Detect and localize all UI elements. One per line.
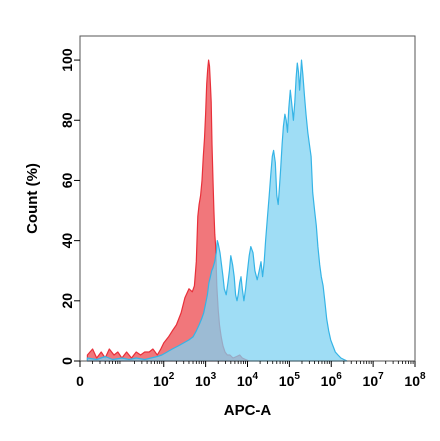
x-axis-label: APC-A [224, 402, 272, 419]
y-tick-label: 20 [59, 293, 75, 309]
x-tick-label: 107 [363, 371, 385, 389]
x-tick-label: 104 [237, 371, 259, 389]
y-tick-label: 80 [59, 112, 75, 128]
plot-area [79, 35, 416, 362]
y-axis-label: Count (%) [24, 163, 41, 234]
x-tick-label: 106 [321, 371, 343, 389]
x-tick-label: 108 [404, 371, 426, 389]
x-axis: 0 102 103 104 105 106 107 108 [76, 361, 426, 389]
y-tick-label: 100 [59, 48, 75, 72]
x-tick-label: 0 [76, 373, 84, 389]
histogram-series-2 [86, 59, 348, 362]
y-axis: 0 20 40 60 80 100 [59, 48, 80, 365]
y-tick-label: 40 [59, 233, 75, 249]
x-tick-label: 103 [195, 371, 217, 389]
x-tick-label: 102 [153, 371, 175, 389]
x-tick-label: 105 [279, 371, 301, 389]
y-tick-label: 0 [59, 357, 75, 365]
y-tick-label: 60 [59, 172, 75, 188]
